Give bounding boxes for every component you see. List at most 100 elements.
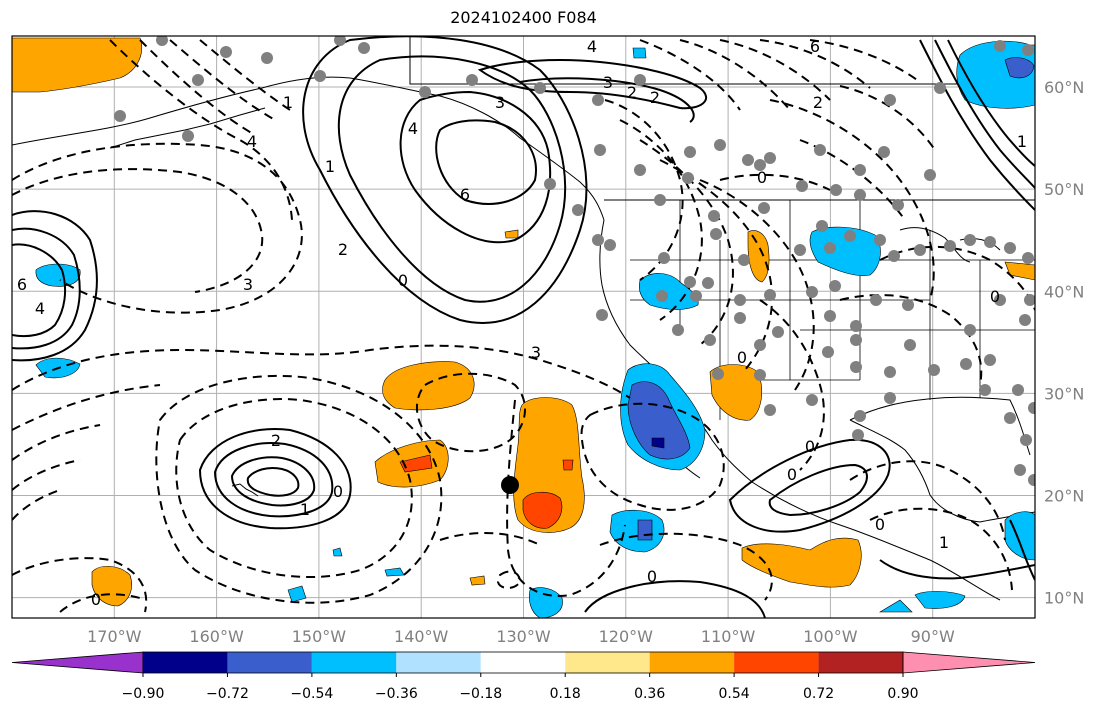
station-dot (754, 159, 766, 171)
station-dots (114, 36, 1035, 486)
station-dot (1028, 474, 1035, 486)
station-dot (734, 312, 746, 324)
contour-label: 0 (737, 348, 747, 367)
station-dot (878, 146, 890, 158)
station-dot (314, 70, 326, 82)
station-dot (764, 289, 776, 301)
station-dot (684, 146, 696, 158)
station-dot (182, 130, 194, 142)
station-dot (794, 244, 806, 256)
station-dot (824, 242, 836, 254)
station-dot (822, 346, 834, 358)
contour-label: 6 (17, 275, 27, 294)
station-dot (192, 74, 204, 86)
station-dot (964, 234, 976, 246)
station-dot (261, 52, 273, 64)
station-dot (892, 199, 904, 211)
colorbar-frame (142, 651, 904, 674)
station-dot (714, 139, 726, 151)
station-dot (884, 366, 896, 378)
contour-label: 6 (460, 185, 470, 204)
colorbar-tick-label: 0.18 (550, 686, 581, 702)
station-dot (1019, 314, 1031, 326)
contour-label: 4 (408, 119, 418, 138)
station-dot (544, 178, 556, 190)
station-dot (960, 358, 972, 370)
station-dot (419, 86, 431, 98)
station-dot (884, 94, 896, 106)
map-title: 2024102400 F084 (450, 8, 597, 27)
station-dot (1020, 434, 1032, 446)
station-dot (806, 394, 818, 406)
station-dot (934, 82, 946, 94)
colorbar-tick-label: −0.18 (459, 686, 502, 702)
colorbar-segment (227, 652, 312, 673)
colorbar-tick-labels: −0.90 −0.72 −0.54 −0.36 −0.18 0.18 0.36 0.54 0.7… (122, 673, 919, 702)
colorbar-tick-label: 0.90 (887, 686, 918, 702)
colorbar-segment (143, 652, 228, 673)
contour-label: 0 (787, 465, 797, 484)
contour-label: 1 (283, 93, 293, 112)
station-dot (824, 310, 836, 322)
colorbar-extend-low (11, 651, 144, 674)
station-dot (358, 42, 370, 54)
station-dot (572, 204, 584, 216)
station-dot (914, 244, 926, 256)
station-dot (690, 290, 702, 302)
station-dot (904, 339, 916, 351)
station-dot (738, 254, 750, 266)
contour-label: 1 (939, 533, 949, 552)
latitude-label: 50°N (1044, 180, 1084, 199)
station-dot (888, 250, 900, 262)
contour-label: 1 (1017, 132, 1027, 151)
contour-label: 1 (300, 500, 310, 519)
station-dot (594, 144, 606, 156)
station-dot (708, 210, 720, 222)
station-dot (758, 202, 770, 214)
station-dot (704, 334, 716, 346)
station-dot (466, 74, 478, 86)
station-dot (814, 144, 826, 156)
station-dot (979, 384, 991, 396)
contour-label: 3 (243, 275, 253, 294)
station-dot (634, 164, 646, 176)
longitude-labels: 170°W 160°W 150°W 140°W 130°W 120°W 110°W 100°W… (87, 627, 955, 646)
colorbar-segment (649, 652, 735, 673)
colorbar-tick-label: −0.54 (290, 686, 333, 702)
longitude-label: 170°W (87, 627, 142, 646)
station-dot (114, 110, 126, 122)
station-dot (764, 152, 776, 164)
station-dot (658, 252, 670, 264)
contour-label: 3 (495, 93, 505, 112)
station-dot (854, 164, 866, 176)
contour-label: 0 (990, 287, 1000, 306)
station-dot (604, 239, 616, 251)
station-dot (592, 94, 604, 106)
station-dot (884, 392, 896, 404)
station-dot (850, 334, 862, 346)
station-dot (1012, 384, 1024, 396)
contour-label: 2 (650, 88, 660, 107)
station-dot (534, 82, 546, 94)
colorbar-tick-label: 0.72 (803, 686, 834, 702)
positive-anomaly-regions (12, 37, 1035, 607)
station-dot (672, 324, 684, 336)
station-dot (1014, 464, 1026, 476)
station-dot (654, 194, 666, 206)
station-dot (852, 429, 864, 441)
latitude-label: 40°N (1044, 282, 1084, 301)
latitude-label: 60°N (1044, 78, 1084, 97)
longitude-label: 90°W (911, 627, 955, 646)
station-dot (772, 326, 784, 338)
station-dot (902, 299, 914, 311)
contour-label: 0 (757, 168, 767, 187)
colorbar-segment (565, 652, 650, 673)
station-dot (924, 169, 936, 181)
colorbar-extend-high (902, 651, 1036, 674)
colorbar (11, 651, 1036, 674)
storm-center-marker (501, 476, 519, 494)
station-dot (984, 236, 996, 248)
station-dot (702, 277, 714, 289)
contour-label: 0 (91, 590, 101, 609)
